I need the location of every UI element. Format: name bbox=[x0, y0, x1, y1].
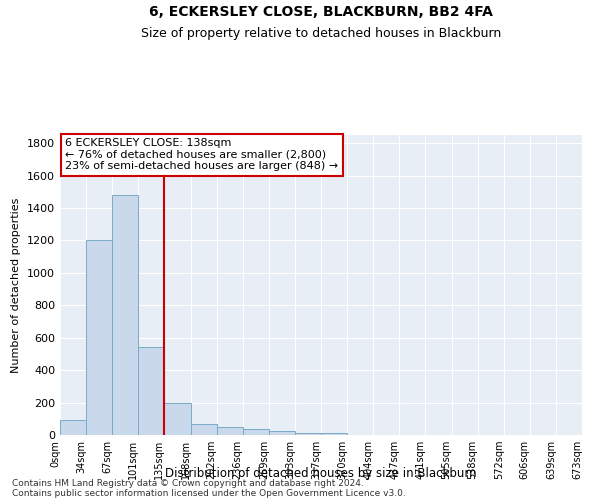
Text: 6 ECKERSLEY CLOSE: 138sqm
← 76% of detached houses are smaller (2,800)
23% of se: 6 ECKERSLEY CLOSE: 138sqm ← 76% of detac… bbox=[65, 138, 338, 171]
Text: Size of property relative to detached houses in Blackburn: Size of property relative to detached ho… bbox=[141, 28, 501, 40]
Bar bbox=[86, 240, 112, 435]
Bar bbox=[321, 434, 347, 435]
Bar bbox=[191, 424, 217, 435]
Text: Contains public sector information licensed under the Open Government Licence v3: Contains public sector information licen… bbox=[12, 488, 406, 498]
Y-axis label: Number of detached properties: Number of detached properties bbox=[11, 198, 22, 372]
Bar bbox=[217, 427, 243, 435]
Bar bbox=[164, 402, 191, 435]
Bar bbox=[295, 432, 321, 435]
Bar bbox=[243, 428, 269, 435]
Bar bbox=[269, 431, 295, 435]
Text: Distribution of detached houses by size in Blackburn: Distribution of detached houses by size … bbox=[165, 467, 477, 480]
Bar bbox=[112, 195, 139, 435]
Bar bbox=[60, 420, 86, 435]
Bar bbox=[139, 348, 164, 435]
Text: 6, ECKERSLEY CLOSE, BLACKBURN, BB2 4FA: 6, ECKERSLEY CLOSE, BLACKBURN, BB2 4FA bbox=[149, 5, 493, 19]
Text: Contains HM Land Registry data © Crown copyright and database right 2024.: Contains HM Land Registry data © Crown c… bbox=[12, 478, 364, 488]
